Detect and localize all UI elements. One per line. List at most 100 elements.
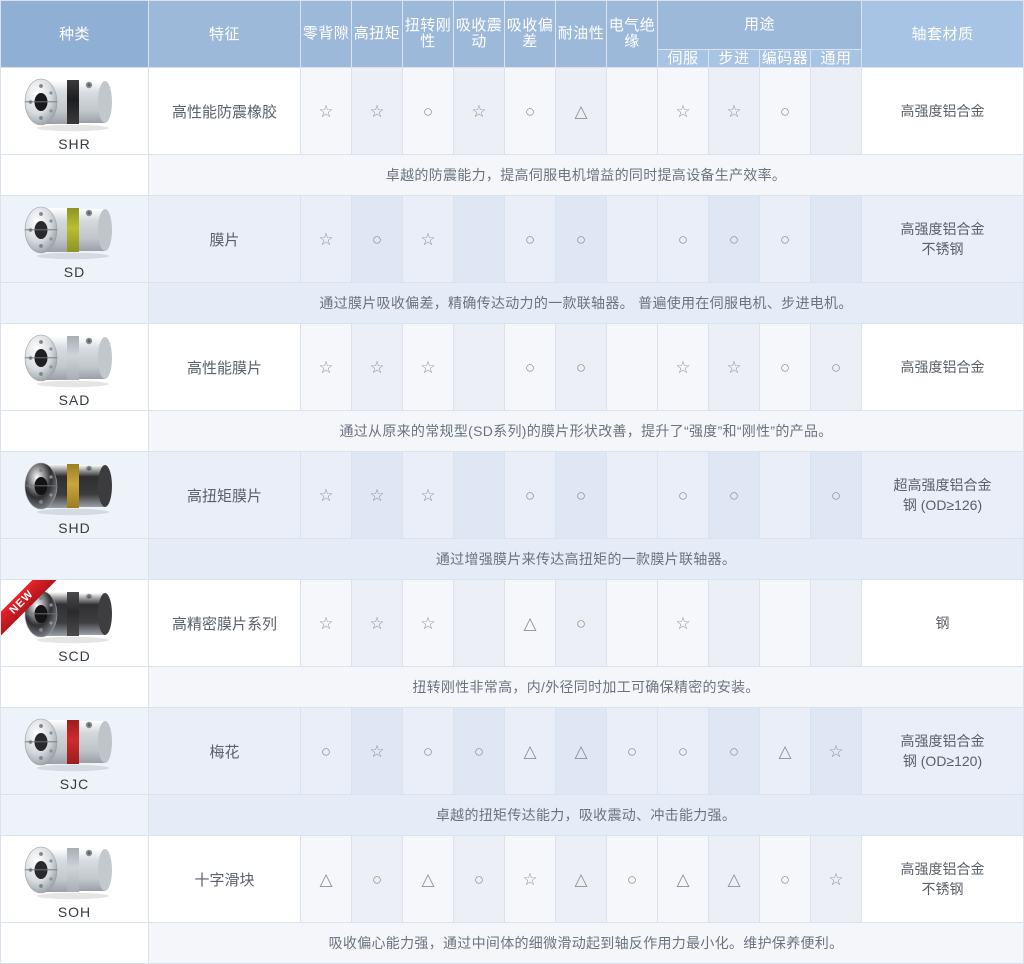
product-name: SD bbox=[63, 263, 86, 280]
product-cell-SOH[interactable]: SOH bbox=[0, 835, 149, 924]
spec-cell-SD-1: ○ bbox=[351, 195, 403, 284]
product-cell-SHD[interactable]: SHD bbox=[0, 451, 149, 540]
feature-cell: 高性能防震橡胶 bbox=[148, 67, 301, 156]
material-cell: 高强度铝合金 bbox=[861, 323, 1024, 412]
spec-cell-SJC-3: ○ bbox=[453, 707, 505, 796]
spec-cell-SOH-3: ○ bbox=[453, 835, 505, 924]
spec-cell-SHR-2: ○ bbox=[402, 67, 454, 156]
use-cell-SJC-2: △ bbox=[759, 707, 811, 796]
spec-cell-SJC-0: ○ bbox=[300, 707, 352, 796]
spec-cell-SHD-3 bbox=[453, 451, 505, 540]
material-cell: 钢 bbox=[861, 579, 1024, 668]
spec-cell-SJC-6: ○ bbox=[606, 707, 658, 796]
header-use-3: 通用 bbox=[809, 48, 863, 69]
use-cell-SJC-3: ☆ bbox=[809, 707, 863, 796]
spec-cell-SD-2: ☆ bbox=[402, 195, 454, 284]
header-spec-2: 扭转刚性 bbox=[402, 0, 454, 69]
use-cell-SHR-3 bbox=[809, 67, 863, 156]
material-line: 高强度铝合金 bbox=[900, 220, 985, 237]
spec-cell-SJC-2: ○ bbox=[402, 707, 454, 796]
use-cell-SD-0: ○ bbox=[657, 195, 709, 284]
spec-cell-SHD-1: ☆ bbox=[351, 451, 403, 540]
spec-cell-SOH-1: ○ bbox=[351, 835, 403, 924]
coupling-icon bbox=[19, 455, 131, 517]
use-cell-SCD-1 bbox=[708, 579, 760, 668]
description-cell: 通过膜片吸收偏差，精确传达动力的一款联轴器。 普遍使用在伺服电机、步进电机。 bbox=[147, 282, 1024, 325]
product-cell-SAD[interactable]: SAD bbox=[0, 323, 149, 412]
spec-cell-SOH-4: ☆ bbox=[504, 835, 556, 924]
product-cell-spacer bbox=[0, 666, 149, 709]
description-cell: 卓越的防震能力，提高伺服电机增益的同时提高设备生产效率。 bbox=[147, 154, 1024, 197]
table-row: SAD 高性能膜片 ☆ ☆ ☆ ○ ○ ☆ ☆ ○ ○ 高强度铝合金 bbox=[0, 323, 1024, 412]
header-feature: 特征 bbox=[148, 0, 301, 69]
product-cell-SD[interactable]: SD bbox=[0, 195, 149, 284]
table-row: SJC 梅花 ○ ☆ ○ ○ △ △ ○ ○ ○ △ ☆ 高强度铝合金钢 (OD≥120) bbox=[0, 707, 1024, 796]
spec-cell-SHD-0: ☆ bbox=[300, 451, 352, 540]
spec-cell-SCD-2: ☆ bbox=[402, 579, 454, 668]
product-cell-SJC[interactable]: SJC bbox=[0, 707, 149, 796]
table-row: SHD 高扭矩膜片 ☆ ☆ ☆ ○ ○ ○ ○ ○ 超高强度铝合金钢 (OD≥126) bbox=[0, 451, 1024, 540]
use-cell-SHR-0: ☆ bbox=[657, 67, 709, 156]
use-cell-SD-3 bbox=[809, 195, 863, 284]
product-name: SJC bbox=[59, 775, 90, 792]
description-row: 卓越的防震能力，提高伺服电机增益的同时提高设备生产效率。 bbox=[0, 154, 1024, 197]
material-line: 不锈钢 bbox=[921, 881, 964, 898]
use-cell-SD-2: ○ bbox=[759, 195, 811, 284]
header-type: 种类 bbox=[0, 0, 149, 69]
product-cell-spacer bbox=[0, 794, 149, 837]
feature-cell: 梅花 bbox=[148, 707, 301, 796]
product-name: SHD bbox=[58, 519, 91, 536]
use-cell-SAD-2: ○ bbox=[759, 323, 811, 412]
product-cell-spacer bbox=[0, 410, 149, 453]
material-line: 高强度铝合金 bbox=[900, 359, 985, 376]
description-cell: 通过从原来的常规型(SD系列)的膜片形状改善，提升了“强度”和“刚性”的产品。 bbox=[147, 410, 1024, 453]
spec-cell-SHD-4: ○ bbox=[504, 451, 556, 540]
spec-cell-SAD-3 bbox=[453, 323, 505, 412]
table-row: NEW bbox=[0, 579, 1024, 668]
table-row: SD 膜片 ☆ ○ ☆ ○ ○ ○ ○ ○ 高强度铝合金 不锈钢 bbox=[0, 195, 1024, 284]
spec-cell-SHR-4: ○ bbox=[504, 67, 556, 156]
use-cell-SCD-3 bbox=[809, 579, 863, 668]
use-cell-SOH-1: △ bbox=[708, 835, 760, 924]
spec-cell-SOH-0: △ bbox=[300, 835, 352, 924]
product-cell-SCD[interactable]: NEW bbox=[0, 579, 149, 668]
use-cell-SAD-1: ☆ bbox=[708, 323, 760, 412]
use-cell-SHD-1: ○ bbox=[708, 451, 760, 540]
material-line: 钢 (OD≥120) bbox=[902, 753, 983, 770]
material-line: 高强度铝合金 bbox=[900, 860, 985, 877]
use-cell-SCD-0: ☆ bbox=[657, 579, 709, 668]
product-cell-spacer bbox=[0, 922, 149, 964]
spec-cell-SCD-5: ○ bbox=[555, 579, 607, 668]
coupling-icon bbox=[19, 71, 131, 133]
product-cell-SHR[interactable]: SHR bbox=[0, 67, 149, 156]
spec-cell-SJC-5: △ bbox=[555, 707, 607, 796]
spec-cell-SD-6 bbox=[606, 195, 658, 284]
spec-cell-SJC-4: △ bbox=[504, 707, 556, 796]
product-cell-spacer bbox=[0, 282, 149, 325]
header-spec-3: 吸收震动 bbox=[453, 0, 505, 69]
spec-cell-SD-0: ☆ bbox=[300, 195, 352, 284]
spec-cell-SAD-1: ☆ bbox=[351, 323, 403, 412]
spec-cell-SAD-4: ○ bbox=[504, 323, 556, 412]
use-cell-SAD-3: ○ bbox=[809, 323, 863, 412]
use-cell-SHD-3: ○ bbox=[809, 451, 863, 540]
description-cell: 通过增强膜片来传达高扭矩的一款膜片联轴器。 bbox=[147, 538, 1024, 581]
header-spec-4: 吸收偏差 bbox=[504, 0, 556, 69]
product-cell-spacer bbox=[0, 538, 149, 581]
use-cell-SHR-2: ○ bbox=[759, 67, 811, 156]
header-use-1: 步进 bbox=[708, 48, 760, 69]
spec-cell-SHR-1: ☆ bbox=[351, 67, 403, 156]
coupling-icon bbox=[19, 583, 131, 645]
description-row: 吸收偏心能力强，通过中间体的细微滑动起到轴反作用力最小化。维护保养便利。 bbox=[0, 922, 1024, 964]
material-line: 不锈钢 bbox=[921, 241, 964, 258]
spec-cell-SCD-4: △ bbox=[504, 579, 556, 668]
description-row: 通过膜片吸收偏差，精确传达动力的一款联轴器。 普遍使用在伺服电机、步进电机。 bbox=[0, 282, 1024, 325]
table-row: SHR 高性能防震橡胶 ☆ ☆ ○ ☆ ○ △ ☆ ☆ ○ 高强度铝合金 bbox=[0, 67, 1024, 156]
product-name: SHR bbox=[58, 135, 91, 152]
feature-cell: 十字滑块 bbox=[148, 835, 301, 924]
use-cell-SOH-0: △ bbox=[657, 835, 709, 924]
description-cell: 卓越的扭矩传达能力，吸收震动、冲击能力强。 bbox=[147, 794, 1024, 837]
spec-cell-SOH-2: △ bbox=[402, 835, 454, 924]
spec-cell-SHR-6 bbox=[606, 67, 658, 156]
